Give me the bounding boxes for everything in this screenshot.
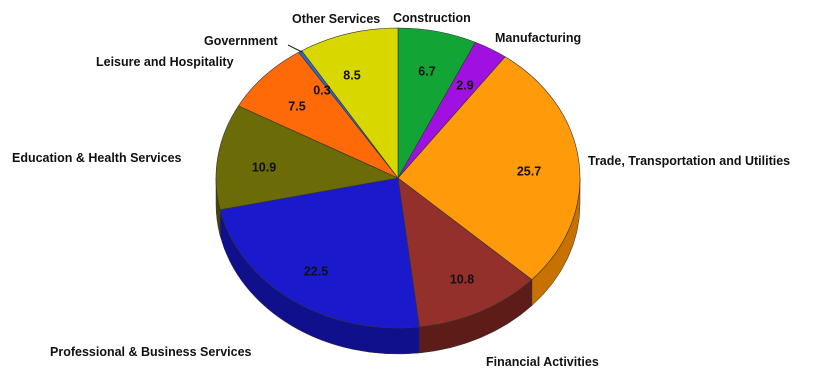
category-label-other-services: Other Services [292, 12, 380, 26]
category-label-professional-and-business-services: Professional & Business Services [50, 345, 252, 359]
category-label-financial-activities: Financial Activities [486, 355, 599, 369]
value-label-other-services: 8.5 [343, 68, 360, 82]
category-label-trade-transportation-and-utilities: Trade, Transportation and Utilities [588, 154, 790, 168]
value-label-professional-and-business-services: 22.5 [304, 264, 328, 278]
value-label-manufacturing: 2.9 [456, 78, 473, 92]
leader-lines-layer [287, 44, 303, 53]
slice-trade-transportation-and-utilities [397, 56, 581, 281]
pie-slices-layer [215, 27, 581, 329]
value-label-government: 0.3 [313, 83, 330, 97]
slice-professional-and-business-services [219, 177, 420, 329]
value-label-construction: 6.7 [418, 64, 435, 78]
slice-education-and-health-services [215, 105, 400, 211]
value-label-trade-transportation-and-utilities: 25.7 [517, 164, 541, 178]
value-labels-layer: 6.7 2.9 25.7 10.8 22.5 10.9 7.5 0.3 8.5 [252, 64, 541, 286]
leader-line-government [287, 44, 303, 53]
slice-other-services [301, 27, 399, 179]
value-label-leisure-and-hospitality: 7.5 [288, 99, 305, 113]
category-label-education-and-health-services: Education & Health Services [12, 151, 182, 165]
slice-financial-activities [397, 177, 533, 328]
category-label-manufacturing: Manufacturing [495, 31, 581, 45]
value-label-education-and-health-services: 10.9 [252, 160, 276, 174]
category-labels-layer: Construction Manufacturing Trade, Transpor… [12, 11, 790, 369]
category-label-construction: Construction [393, 11, 471, 25]
value-label-financial-activities: 10.8 [450, 272, 474, 286]
pie-depth-layer [215, 177, 581, 355]
category-label-government: Government [204, 34, 278, 48]
category-label-leisure-and-hospitality: Leisure and Hospitality [96, 55, 234, 69]
